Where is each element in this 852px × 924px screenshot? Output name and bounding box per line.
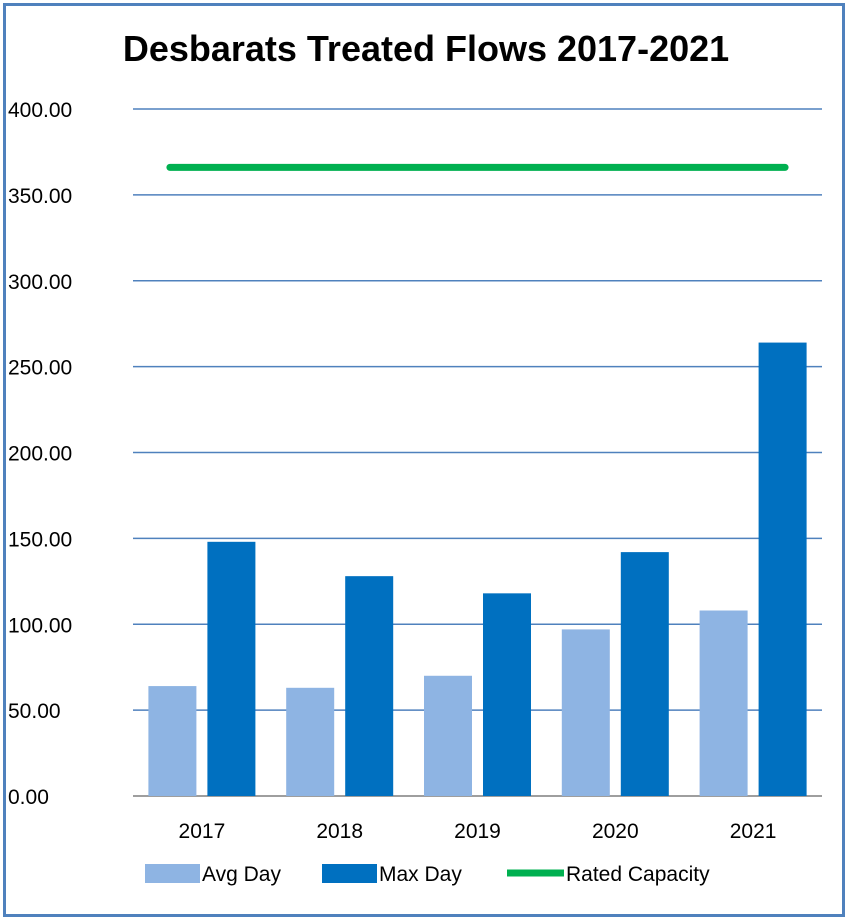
- x-tick-label: 2017: [179, 820, 226, 843]
- bar-max-day-2019: [483, 593, 531, 796]
- x-tick-label: 2021: [730, 820, 777, 843]
- y-tick-label: 400.00: [8, 99, 72, 122]
- bar-max-day-2018: [345, 576, 394, 796]
- y-axis-ticks: 0.00 50.00 100.00 150.00 200.00 250.00 300.00 3…: [8, 99, 72, 809]
- y-tick-label: 200.00: [8, 443, 72, 466]
- chart-title: Desbarats Treated Flows 2017-2021: [122, 28, 730, 69]
- y-tick-label: 0.00: [8, 786, 49, 809]
- bar-avg-day-2019: [424, 675, 472, 796]
- bar-max-day-2017: [207, 541, 256, 796]
- y-tick-label: 250.00: [8, 357, 72, 380]
- bar-avg-day-2018: [286, 687, 335, 796]
- x-tick-label: 2018: [316, 820, 363, 843]
- bar-avg-day-2017: [148, 686, 197, 796]
- x-tick-label: 2020: [592, 820, 639, 843]
- legend-label-rated-capacity: Rated Capacity: [566, 863, 710, 886]
- x-tick-label: 2019: [454, 820, 501, 843]
- legend-swatch-max-day: [322, 864, 377, 883]
- y-tick-label: 350.00: [8, 185, 72, 208]
- y-tick-label: 50.00: [8, 700, 61, 723]
- legend-label-avg-day: Avg Day: [202, 863, 281, 886]
- legend-label-max-day: Max Day: [379, 863, 462, 886]
- y-tick-label: 300.00: [8, 271, 72, 294]
- legend: Avg Day Max Day Rated Capacity: [145, 863, 710, 886]
- y-tick-label: 100.00: [8, 614, 72, 637]
- bar-max-day-2021: [758, 342, 807, 796]
- bar-max-day-2020: [620, 552, 669, 796]
- x-axis-ticks: 2017 2018 2019 2020 2021: [179, 820, 777, 843]
- bars: [148, 342, 807, 796]
- bar-avg-day-2021: [699, 610, 748, 796]
- legend-swatch-avg-day: [145, 864, 200, 883]
- y-tick-label: 150.00: [8, 528, 72, 551]
- bar-avg-day-2020: [561, 629, 610, 796]
